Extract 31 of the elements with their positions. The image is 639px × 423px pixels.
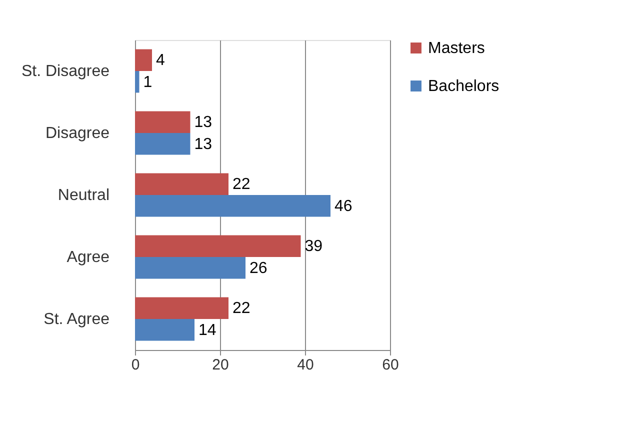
data-label: 14 (198, 322, 216, 339)
x-tick-label: 60 (382, 356, 399, 374)
bar (135, 319, 194, 341)
bar (135, 173, 228, 195)
y-tick-label: St. Agree (44, 311, 110, 328)
data-label: 39 (304, 238, 323, 256)
data-label: 13 (194, 136, 212, 153)
data-label: 1 (143, 74, 152, 91)
x-tick-label: 40 (297, 356, 314, 374)
bar (135, 133, 190, 155)
data-label: 13 (194, 114, 212, 132)
data-label: 46 (334, 198, 352, 215)
y-tick-label: Agree (66, 249, 110, 266)
data-label: 26 (250, 260, 268, 277)
x-tick-label: 0 (131, 356, 140, 374)
bar (135, 71, 140, 93)
y-tick-label: Disagree (45, 125, 110, 142)
data-label: 4 (156, 52, 165, 70)
bar (135, 111, 190, 133)
bar (135, 235, 301, 257)
legend-label: Masters (428, 40, 485, 57)
y-tick-label: St. Disagree (21, 63, 110, 80)
x-tick-label: 20 (212, 356, 229, 374)
legend-label: Bachelors (428, 78, 500, 95)
y-tick-label: Neutral (58, 187, 110, 204)
bar (135, 257, 246, 279)
bar (135, 297, 228, 319)
data-label: 22 (232, 176, 250, 194)
bar (135, 49, 152, 71)
bar (135, 195, 330, 217)
data-label: 22 (232, 300, 250, 318)
